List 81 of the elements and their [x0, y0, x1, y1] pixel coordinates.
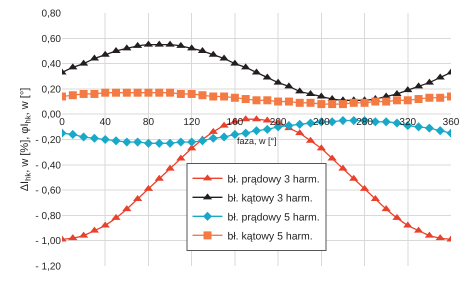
point — [68, 130, 78, 139]
y-tick-label: - 0,80 — [35, 210, 62, 222]
point — [166, 138, 175, 148]
point — [338, 116, 348, 126]
point — [111, 136, 121, 146]
point — [425, 94, 434, 102]
point — [144, 88, 152, 97]
point — [112, 88, 120, 97]
point — [392, 96, 401, 104]
point — [122, 88, 131, 97]
point — [414, 122, 424, 132]
point — [166, 88, 174, 97]
point — [154, 138, 164, 148]
y-tick-label: 0,60 — [42, 34, 62, 45]
point — [371, 98, 380, 106]
x-tick-label: 360 — [442, 117, 460, 128]
point — [133, 137, 142, 147]
point — [424, 124, 434, 133]
point — [252, 96, 260, 104]
point — [296, 98, 304, 107]
point — [382, 117, 391, 126]
point — [134, 88, 142, 97]
point — [241, 128, 250, 138]
point — [350, 98, 358, 107]
legend-label: bł. prądowy 3 harm. — [228, 173, 320, 186]
point — [198, 91, 206, 100]
point — [209, 92, 218, 100]
point — [436, 126, 445, 136]
point — [220, 92, 228, 100]
y-tick-label: - 1,00 — [35, 236, 62, 248]
point — [198, 136, 208, 146]
y-tick-label: 0,80 — [42, 8, 62, 20]
y-tick-label: - 0,20 — [35, 135, 62, 146]
x-axis-title: faza, w [°] — [237, 136, 277, 146]
point — [101, 88, 110, 97]
point — [144, 138, 153, 148]
x-tick-label: 40 — [100, 117, 112, 128]
point — [79, 132, 88, 142]
point — [230, 94, 239, 102]
point — [328, 100, 336, 108]
point — [155, 88, 164, 97]
point — [360, 98, 369, 107]
point — [382, 98, 390, 106]
y-tick-label: - 1,20 — [35, 262, 62, 272]
point — [436, 94, 444, 102]
legend-label: bł. prądowy 5 harm. — [228, 211, 320, 224]
point — [284, 121, 294, 130]
point — [252, 126, 262, 136]
point — [208, 134, 218, 143]
point — [414, 95, 423, 104]
point — [122, 137, 132, 147]
y-tick-label: 0,20 — [42, 84, 62, 96]
point — [295, 120, 304, 129]
point — [80, 90, 88, 98]
point — [230, 130, 240, 139]
point — [90, 90, 98, 98]
point — [262, 124, 272, 134]
legend-label: bł. kątowy 3 harm. — [228, 192, 313, 204]
x-tick-label: 80 — [142, 117, 154, 128]
x-tick-label: 0 — [59, 117, 66, 128]
legend-label: bł. kątowy 5 harm. — [228, 230, 313, 242]
y-tick-label: - 0,40 — [35, 160, 62, 172]
point — [90, 134, 99, 143]
point — [263, 96, 272, 104]
point — [306, 98, 315, 107]
point — [284, 98, 293, 106]
point — [317, 100, 326, 108]
point — [404, 96, 412, 104]
y-tick-label: 0,40 — [42, 59, 62, 70]
point — [68, 91, 77, 100]
point — [274, 98, 282, 106]
point — [176, 137, 186, 147]
point — [220, 132, 229, 142]
point — [188, 90, 196, 98]
point — [187, 137, 196, 147]
y-tick-label: - 0,60 — [35, 186, 62, 197]
point — [242, 95, 250, 104]
x-tick-label: 120 — [183, 117, 200, 128]
point — [338, 100, 347, 108]
point — [176, 90, 185, 98]
point — [100, 134, 110, 144]
